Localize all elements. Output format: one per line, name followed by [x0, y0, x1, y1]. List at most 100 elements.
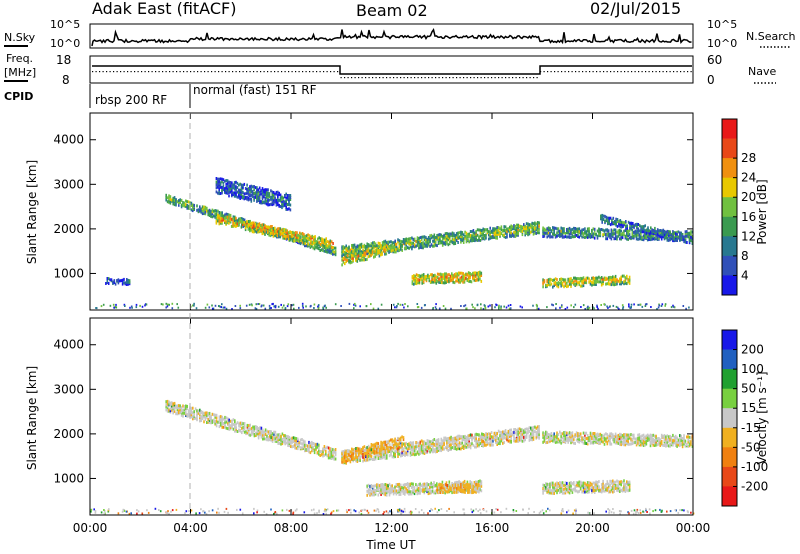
- data-cell: [308, 447, 310, 451]
- data-cell: [295, 437, 298, 441]
- data-cell: [485, 435, 487, 439]
- data-cell: [596, 236, 599, 240]
- data-cell: [620, 223, 623, 227]
- data-cell: [679, 231, 681, 235]
- nave-dot: [113, 71, 115, 73]
- data-cell: [480, 271, 483, 275]
- data-cell: [588, 234, 590, 238]
- data-cell: [285, 437, 288, 441]
- nave-dot: [137, 71, 139, 73]
- data-cell: [344, 252, 346, 256]
- data-cell: [381, 455, 384, 459]
- data-cell: [307, 233, 309, 237]
- data-cell: [308, 243, 310, 247]
- data-cell: [285, 228, 287, 232]
- data-cell: [447, 243, 450, 247]
- data-cell: [165, 403, 167, 407]
- data-cell: [638, 229, 641, 233]
- data-cell: [609, 223, 612, 227]
- data-cell: [418, 280, 421, 284]
- data-cell: [608, 216, 610, 220]
- data-cell: [635, 233, 638, 237]
- data-cell: [554, 283, 557, 286]
- data-cell: [415, 282, 418, 286]
- near-range-cell: [348, 302, 351, 305]
- data-cell: [474, 445, 476, 449]
- data-cell: [646, 238, 649, 242]
- data-cell: [458, 441, 461, 445]
- data-cell: [247, 198, 250, 202]
- data-cell: [229, 187, 232, 191]
- data-cell: [408, 444, 410, 448]
- data-cell: [406, 447, 409, 451]
- data-cell: [622, 223, 624, 227]
- data-cell: [451, 437, 454, 441]
- data-cell: [542, 226, 544, 230]
- data-cell: [358, 249, 360, 253]
- data-cell: [602, 233, 604, 237]
- data-cell: [481, 440, 483, 444]
- data-cell: [651, 230, 653, 234]
- data-cell: [367, 489, 370, 493]
- data-cell: [578, 235, 581, 239]
- noise-tick-left-bottom: 10^0: [50, 37, 80, 50]
- data-cell: [577, 230, 579, 234]
- data-cell: [341, 460, 343, 464]
- data-cell: [171, 401, 173, 405]
- data-cell: [274, 434, 277, 438]
- nave-dot: [466, 77, 468, 79]
- data-cell: [534, 223, 536, 227]
- data-cell: [634, 223, 637, 227]
- data-cell: [228, 425, 230, 429]
- data-cell: [266, 436, 268, 440]
- data-cell: [266, 434, 268, 438]
- data-cell: [311, 244, 313, 248]
- data-cell: [490, 431, 493, 435]
- data-cell: [483, 228, 486, 232]
- data-cell: [232, 223, 234, 227]
- data-cell: [312, 235, 315, 239]
- data-cell: [615, 220, 617, 224]
- data-cell: [430, 444, 433, 448]
- near-range-cell: [286, 305, 289, 308]
- data-cell: [418, 442, 420, 446]
- data-cell: [489, 235, 491, 239]
- data-cell: [463, 273, 466, 277]
- data-cell: [304, 440, 306, 444]
- data-cell: [286, 195, 289, 199]
- data-cell: [287, 443, 289, 447]
- y-tick-label: 4000: [53, 133, 84, 147]
- data-cell: [599, 280, 602, 284]
- data-cell: [535, 435, 538, 439]
- data-cell: [444, 237, 447, 241]
- data-cell: [464, 236, 466, 240]
- data-cell: [520, 428, 522, 432]
- data-cell: [542, 285, 544, 289]
- data-cell: [341, 254, 343, 257]
- data-cell: [367, 451, 370, 455]
- nave-dot: [340, 77, 342, 79]
- near-range-cell: [661, 303, 664, 306]
- data-cell: [275, 203, 278, 207]
- near-range-cell: [494, 306, 496, 309]
- data-cell: [628, 281, 631, 285]
- data-cell: [406, 488, 409, 492]
- data-cell: [623, 233, 625, 237]
- data-cell: [461, 441, 464, 445]
- data-cell: [394, 455, 396, 459]
- data-cell: [389, 246, 392, 250]
- data-cell: [235, 180, 237, 184]
- data-cell: [360, 255, 363, 259]
- data-cell: [606, 277, 609, 281]
- data-cell: [523, 435, 525, 439]
- data-cell: [591, 276, 593, 280]
- data-cell: [238, 190, 240, 194]
- data-cell: [663, 230, 666, 234]
- data-cell: [634, 232, 636, 236]
- data-cell: [449, 279, 452, 283]
- data-cell: [546, 278, 548, 282]
- data-cell: [348, 259, 350, 262]
- nave-dot: [284, 71, 286, 73]
- data-cell: [444, 281, 446, 285]
